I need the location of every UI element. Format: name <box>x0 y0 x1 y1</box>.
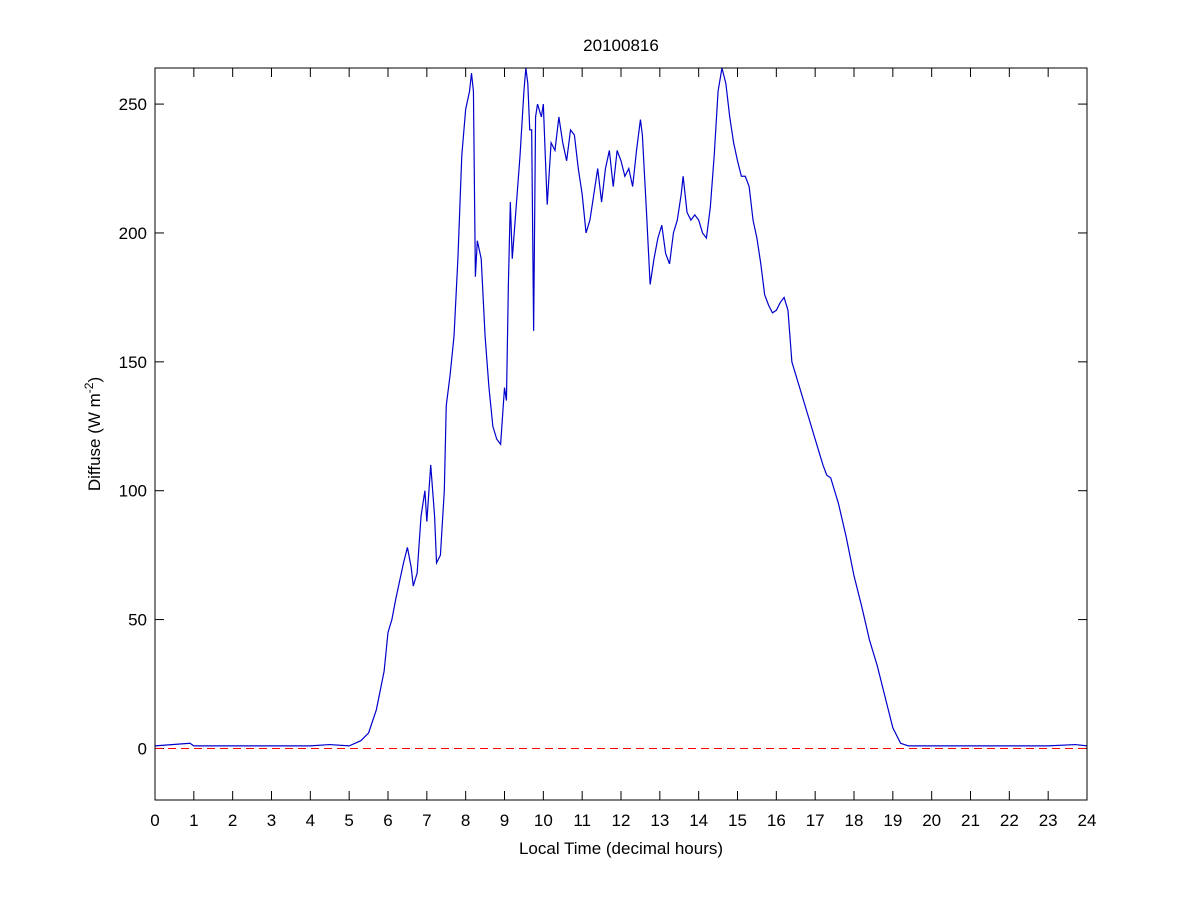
data-line <box>154 67 1088 747</box>
y-tick-label: 100 <box>119 482 147 501</box>
x-tick-label: 2 <box>228 811 237 830</box>
x-tick-label: 20 <box>922 811 941 830</box>
x-tick-label: 5 <box>344 811 353 830</box>
x-tick-label: 18 <box>845 811 864 830</box>
x-tick-label: 10 <box>534 811 553 830</box>
x-tick-label: 22 <box>1000 811 1019 830</box>
y-axis-label-text: Diffuse (W m <box>85 393 104 491</box>
x-tick-label: 16 <box>767 811 786 830</box>
x-tick-label: 13 <box>650 811 669 830</box>
x-tick-label: 6 <box>383 811 392 830</box>
x-tick-label: 12 <box>612 811 631 830</box>
y-tick-label: 50 <box>128 611 147 630</box>
x-tick-label: 17 <box>806 811 825 830</box>
y-tick-label: 250 <box>119 95 147 114</box>
y-tick-label: 200 <box>119 224 147 243</box>
plot-frame <box>154 67 1088 801</box>
x-tick-label: 11 <box>573 811 591 830</box>
x-tick-label: 14 <box>689 811 708 830</box>
x-tick-label: 7 <box>422 811 431 830</box>
x-tick-label: 21 <box>961 811 980 830</box>
x-tick-label: 1 <box>189 811 198 830</box>
y-axis-label-tail: ) <box>85 377 104 383</box>
x-axis-label: Local Time (decimal hours) <box>519 839 723 858</box>
x-tick-label: 3 <box>267 811 276 830</box>
x-tick-label: 23 <box>1039 811 1058 830</box>
y-axis-label-sup: -2 <box>82 382 96 393</box>
y-tick-label: 0 <box>138 739 147 758</box>
y-tick-label: 150 <box>119 353 147 372</box>
chart-title: 20100816 <box>583 36 659 55</box>
x-tick-label: 9 <box>500 811 509 830</box>
x-tick-label: 19 <box>883 811 902 830</box>
x-tick-label: 8 <box>461 811 470 830</box>
x-tick-label: 0 <box>150 811 159 830</box>
x-tick-label: 24 <box>1078 811 1097 830</box>
x-tick-label: 15 <box>728 811 747 830</box>
y-axis-label: Diffuse (W m-2) <box>82 377 104 491</box>
x-tick-label: 4 <box>306 811 315 830</box>
